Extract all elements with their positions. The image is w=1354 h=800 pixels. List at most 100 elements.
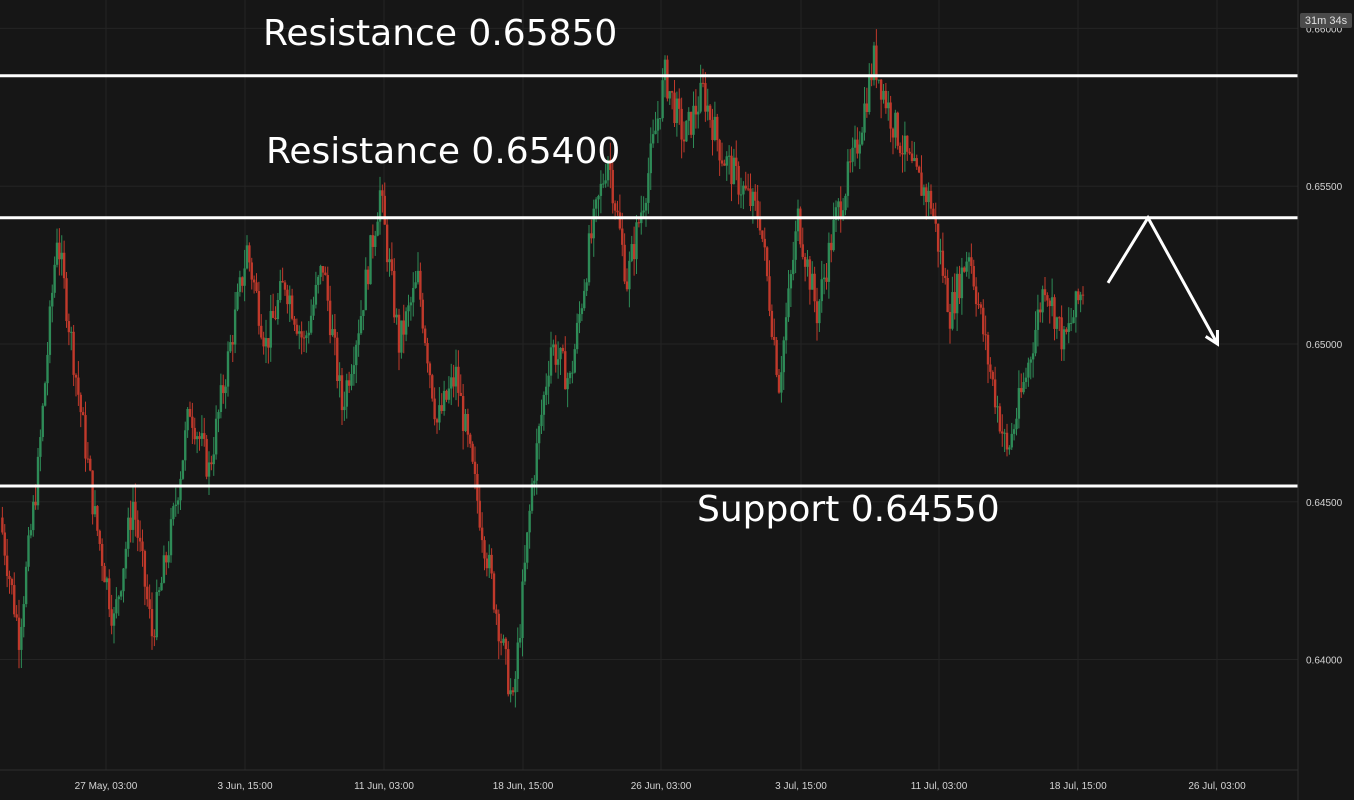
candle-body [450, 377, 453, 389]
candle-body [1055, 317, 1059, 329]
forecast-arrow [1106, 214, 1220, 347]
candle-body [345, 380, 348, 407]
candle-body [43, 383, 47, 406]
candle-body [1072, 317, 1075, 324]
candle-body [694, 105, 698, 115]
candle-body [1048, 300, 1051, 307]
candle-body [198, 436, 201, 439]
candle-body [936, 223, 940, 252]
candle-body [229, 342, 232, 352]
candle-body [331, 329, 334, 336]
candle-body [60, 252, 63, 260]
candle-body [195, 436, 199, 440]
candle-body [333, 329, 337, 338]
candle-body [224, 386, 227, 394]
candle-body [174, 504, 177, 507]
candle-body [338, 375, 341, 382]
candle-body [552, 344, 555, 348]
candle-body [141, 541, 144, 552]
candle-body [72, 331, 75, 375]
candle-body [112, 613, 116, 626]
candle-body [464, 413, 467, 431]
candle-body [523, 562, 527, 582]
candle-body [528, 510, 531, 533]
candle-body [172, 506, 175, 520]
x-tick-label: 18 Jun, 15:00 [493, 781, 554, 792]
candle-body [219, 385, 223, 413]
candle-body [186, 408, 189, 431]
candle-body [754, 191, 757, 201]
candle-body [963, 267, 966, 272]
candle-body [22, 604, 25, 627]
candle-body [932, 208, 935, 217]
candle-body [383, 195, 386, 225]
candle-body [670, 91, 674, 93]
candle-body [806, 259, 809, 267]
candle-body [837, 201, 840, 208]
candle-body [20, 626, 23, 650]
candle-body [414, 282, 417, 288]
candle-body [350, 373, 353, 386]
candle-body [226, 351, 230, 387]
candle-body [1031, 353, 1035, 360]
candle-body [594, 199, 598, 209]
candle-body [884, 90, 888, 109]
candle-body [982, 307, 985, 335]
candle-body [307, 332, 310, 336]
candle-body [79, 394, 82, 413]
candle-body [381, 190, 384, 196]
candle-body [1034, 329, 1037, 354]
candle-body [777, 374, 781, 393]
candle-body [124, 548, 128, 569]
candle-body [457, 366, 460, 393]
candle-body [533, 480, 536, 484]
candle-body [735, 157, 738, 166]
candle-body [635, 222, 638, 260]
candle-body [708, 105, 712, 120]
candle-body [233, 309, 237, 345]
candle-body [974, 286, 978, 305]
candle-body [742, 185, 745, 195]
candle-body [554, 344, 557, 365]
candle-body [36, 456, 40, 506]
candle-body [834, 207, 838, 220]
candle-body [326, 275, 329, 301]
candle-body [8, 575, 11, 580]
price-scale-panel[interactable] [1298, 0, 1354, 800]
candle-body [117, 596, 120, 600]
candle-body [167, 555, 170, 563]
candle-body [846, 161, 850, 196]
x-tick-label: 11 Jun, 03:00 [354, 781, 414, 792]
candle-body [328, 300, 332, 336]
candle-body [336, 337, 339, 382]
candle-body [768, 276, 771, 311]
candle-body [739, 194, 743, 196]
candle-body [682, 139, 686, 142]
candle-body [34, 501, 37, 506]
candle-body [825, 277, 828, 282]
candle-body [13, 585, 16, 615]
candle-body [340, 375, 344, 411]
candle-body [222, 385, 225, 394]
candle-body [991, 371, 994, 380]
candle-body [1050, 297, 1054, 307]
candle-body [984, 334, 987, 336]
candle-body [820, 279, 823, 302]
label-resistance-2: Resistance 0.65400 [266, 131, 620, 172]
candle-body [300, 331, 303, 338]
candle-body [654, 130, 657, 135]
candle-body [267, 338, 270, 348]
candle-body [796, 208, 800, 232]
candle-body [518, 638, 522, 643]
candle-body [309, 315, 313, 333]
candle-body [720, 160, 724, 164]
x-tick-label: 27 May, 03:00 [75, 781, 138, 792]
candle-body [687, 111, 690, 121]
candle-body [663, 59, 667, 81]
candle-body [765, 247, 769, 277]
candle-body [203, 433, 206, 439]
candle-body [283, 282, 287, 290]
candle-body [286, 289, 289, 305]
candle-body [1067, 323, 1070, 332]
